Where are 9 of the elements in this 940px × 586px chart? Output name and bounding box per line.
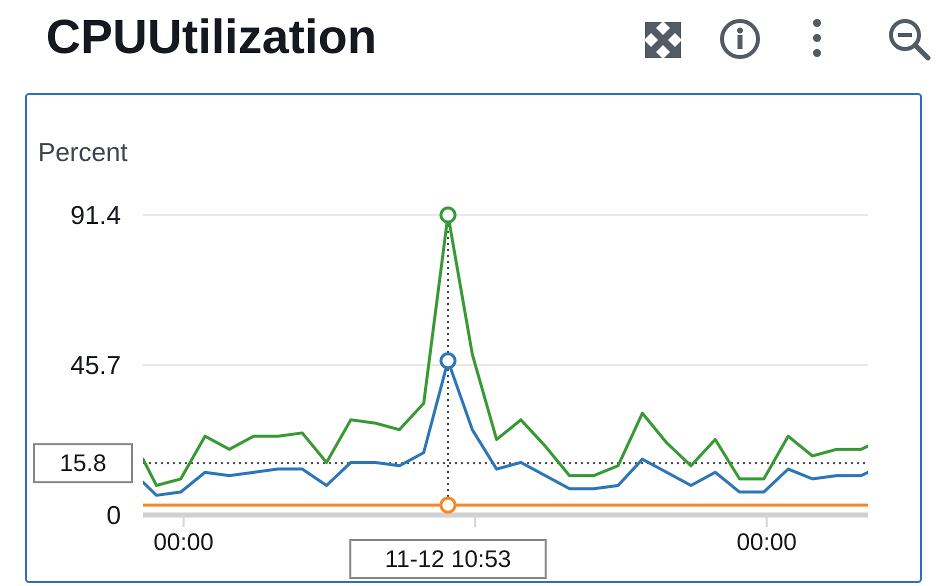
ref-line-label: 15.8	[60, 450, 106, 477]
ref-line-label: 11-12 10:53	[384, 546, 512, 572]
y-axis-title: Percent	[38, 136, 128, 168]
x-tick-label: 00:00	[736, 529, 797, 556]
x-tick-label: 00:00	[154, 529, 214, 556]
y-tick-label: 45.7	[70, 350, 121, 380]
y-tick-label: 0	[106, 500, 121, 530]
chart-title: CPUUtilization	[46, 11, 377, 64]
y-tick-label: 91.4	[70, 200, 121, 230]
